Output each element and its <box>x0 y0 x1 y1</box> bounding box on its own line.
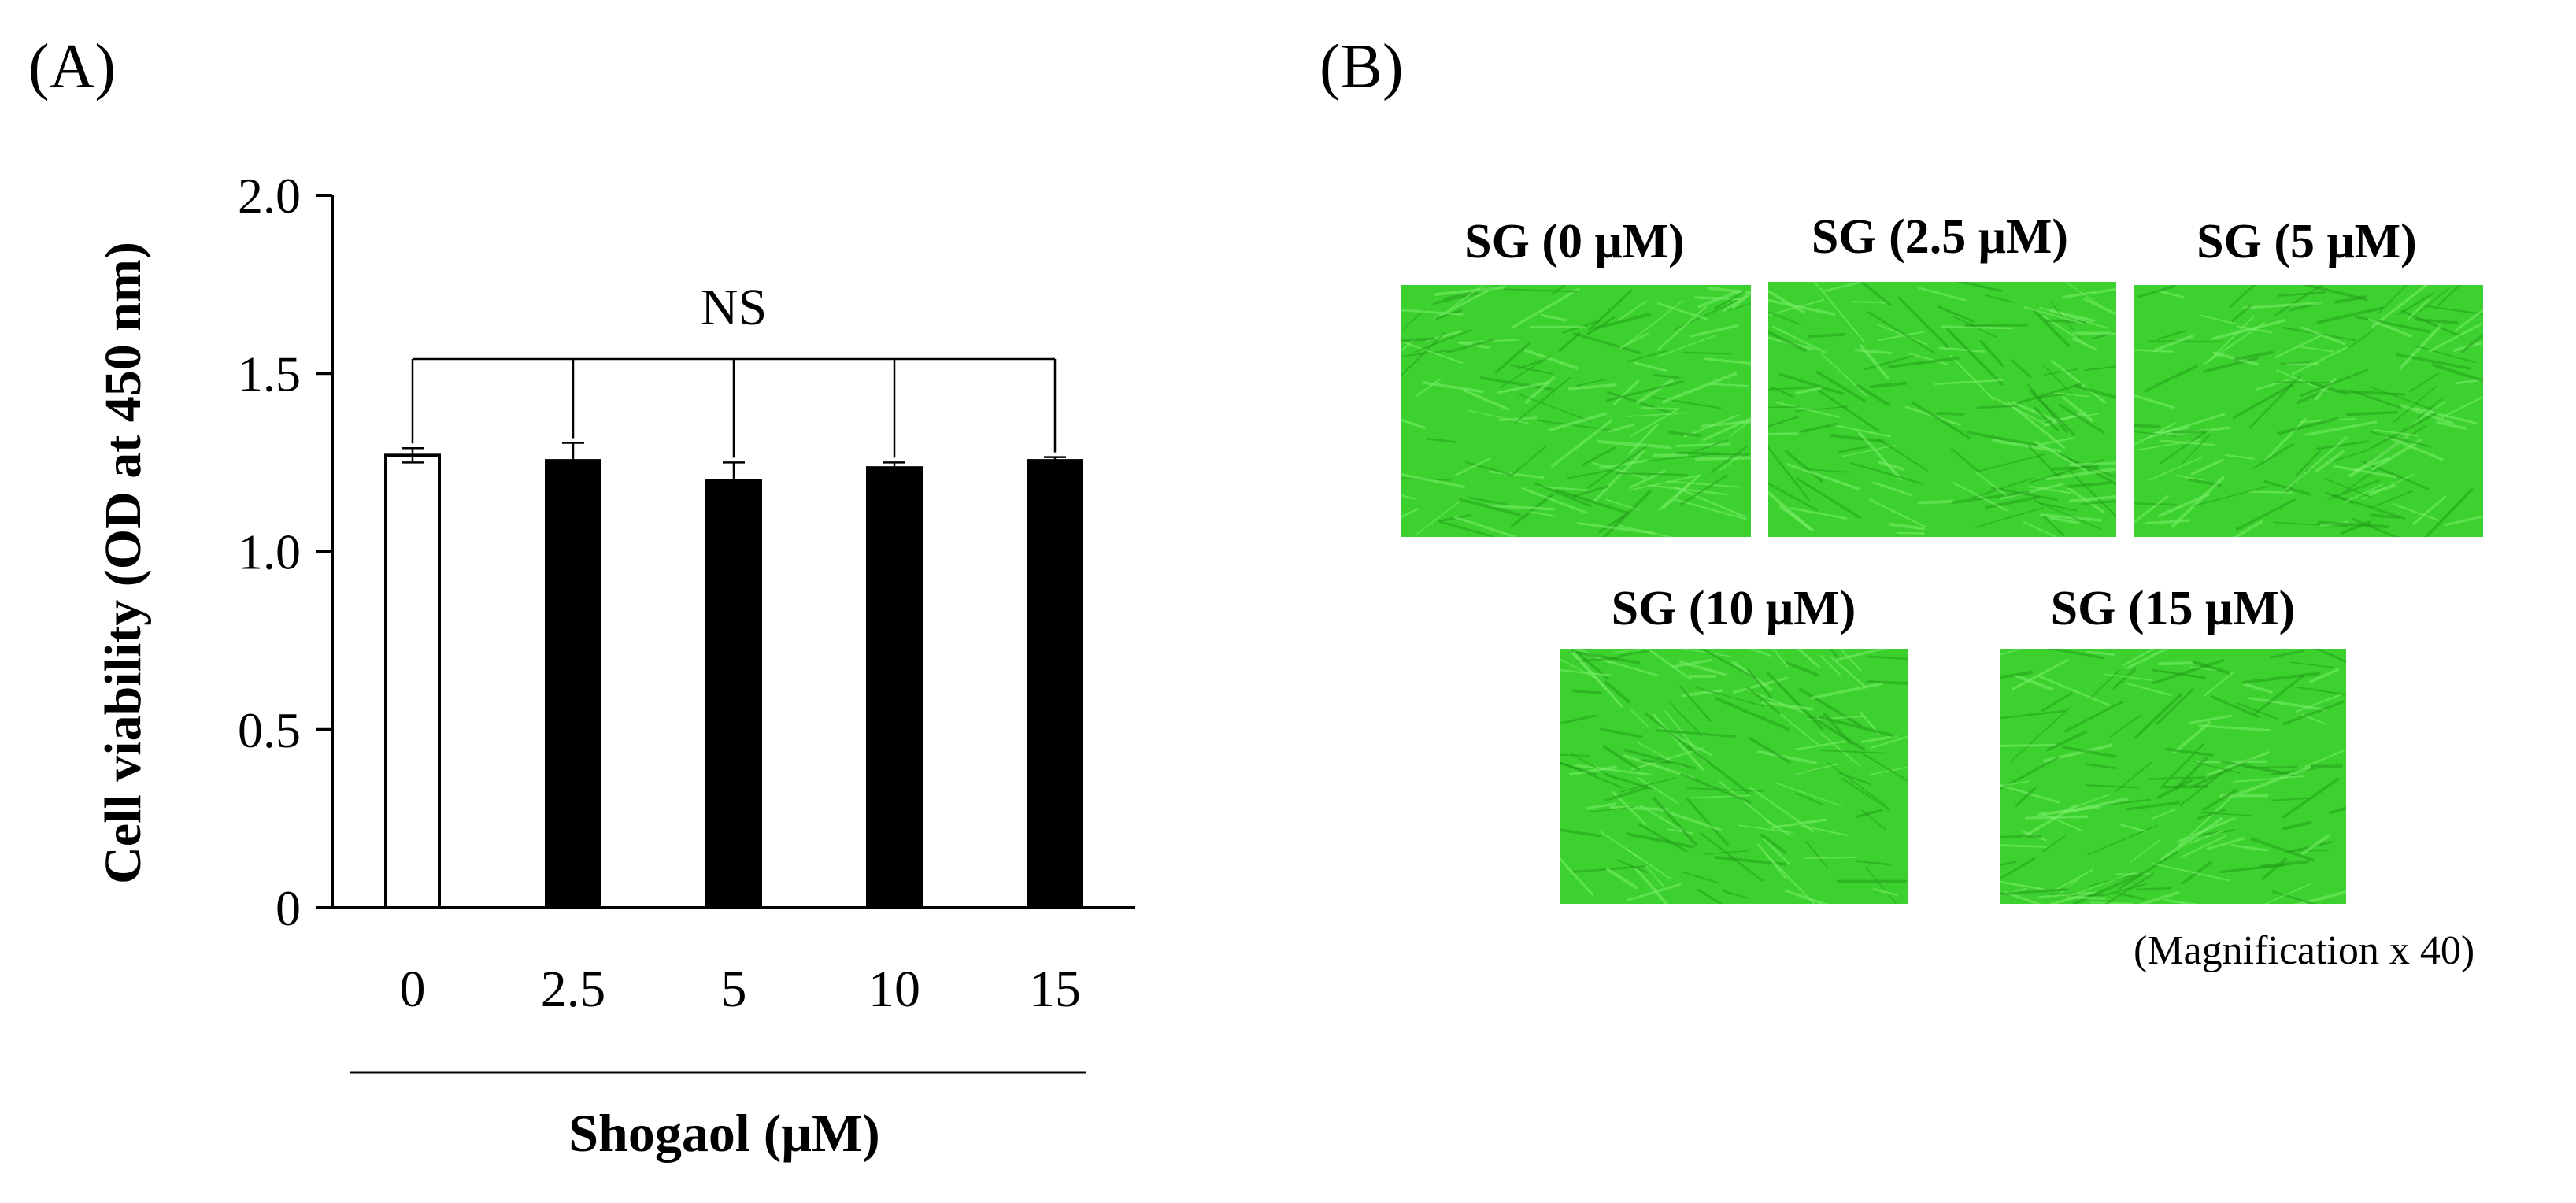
bar <box>705 479 762 909</box>
micrograph-title-2-5: SG (2.5 μM) <box>1811 210 2069 264</box>
panel-a-label: (A) <box>28 32 117 102</box>
micrograph-image-15 <box>2000 649 2346 904</box>
x-tick-label: 15 <box>1029 961 1081 1018</box>
x-tick-label: 10 <box>868 961 920 1018</box>
micrograph-image-0 <box>1401 285 1751 537</box>
micrograph-image-2-5 <box>1768 282 2116 537</box>
x-tick-label: 5 <box>721 961 747 1018</box>
x-tick-label: 0 <box>400 961 426 1018</box>
bar <box>545 459 601 909</box>
y-tick-label: 1.0 <box>238 524 301 580</box>
y-tick-label: 0 <box>276 880 301 936</box>
bar <box>866 466 923 909</box>
micrograph-title-0: SG (0 μM) <box>1464 215 1685 268</box>
micrograph-title-15: SG (15 μM) <box>2050 582 2296 635</box>
bar <box>1027 459 1083 909</box>
bar <box>384 453 441 909</box>
y-tick-label: 2.0 <box>238 168 301 224</box>
micrograph-texture <box>2000 649 2346 904</box>
micrograph-title-5: SG (5 μM) <box>2197 215 2417 268</box>
x-tick-label: 2.5 <box>541 961 606 1018</box>
significance-label: NS <box>701 279 767 336</box>
micrograph-texture <box>1768 282 2116 537</box>
micrograph-texture <box>2134 285 2483 537</box>
y-tick-label: 1.5 <box>238 346 301 402</box>
micrograph-image-10 <box>1560 649 1908 904</box>
micrograph-title-10: SG (10 μM) <box>1611 582 1856 635</box>
bar-chart: 0 0.5 1.0 1.5 2.0 0 2.5 5 10 15 NS Shogaol (μM) Cell… <box>94 168 1135 1163</box>
micrograph-texture <box>1560 649 1908 904</box>
magnification-caption: (Magnification x 40) <box>2134 928 2475 973</box>
x-axis-label: Shogaol (μM) <box>568 1103 880 1163</box>
micrograph-image-5 <box>2134 285 2483 537</box>
panel-b-label: (B) <box>1319 32 1404 102</box>
micrograph-texture <box>1401 285 1751 537</box>
y-axis-label: Cell viability (OD at 450 nm) <box>94 242 152 884</box>
y-tick-label: 0.5 <box>238 702 301 758</box>
